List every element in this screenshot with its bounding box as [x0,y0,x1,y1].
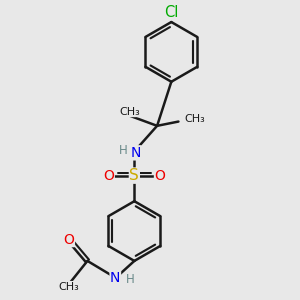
Text: H: H [119,143,128,157]
Text: CH₃: CH₃ [58,281,79,292]
Text: N: N [130,146,141,160]
Text: CH₃: CH₃ [184,114,205,124]
Text: O: O [103,169,114,183]
Text: CH₃: CH₃ [120,106,140,117]
Text: S: S [130,168,139,183]
Text: H: H [126,273,135,286]
Text: O: O [154,169,165,183]
Text: Cl: Cl [164,4,178,20]
Text: N: N [110,271,121,285]
Text: O: O [64,232,74,247]
